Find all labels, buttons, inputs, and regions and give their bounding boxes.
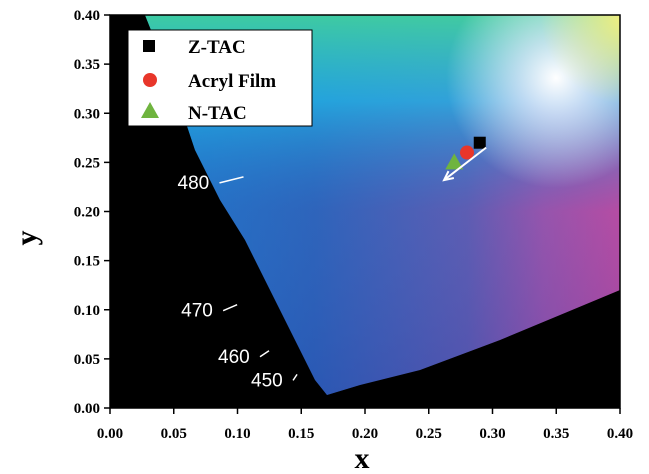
legend-box [127, 29, 313, 127]
y-tick-label-1: 0.05 [74, 352, 100, 368]
x-tick-label-5: 0.25 [416, 426, 442, 442]
y-axis-title: y [10, 231, 43, 246]
wavelength-tick-450 [292, 373, 298, 381]
x-tick-label-4: 0.20 [352, 426, 378, 442]
y-tick-label-4: 0.20 [74, 205, 100, 221]
y-tick-label-5: 0.25 [74, 155, 100, 171]
wavelength-label-480: 480 [178, 173, 210, 194]
x-tick-label-0: 0.00 [97, 426, 123, 442]
marker-acryl-film [460, 145, 474, 160]
x-axis-title: x [355, 442, 370, 474]
legend-label-z-tac: Z-TAC [188, 37, 246, 58]
wavelength-label-460: 460 [218, 347, 250, 368]
shift-arrow-head [442, 170, 455, 182]
legend-marker-acryl-film [143, 73, 157, 87]
y-tick-label-3: 0.15 [74, 254, 100, 270]
x-tick-label-8: 0.40 [607, 426, 633, 442]
y-tick-label-0: 0.00 [74, 401, 100, 417]
x-tick-label-2: 0.10 [224, 426, 250, 442]
wavelength-tick-470 [222, 303, 238, 312]
legend-marker-n-tac [141, 102, 159, 118]
marker-z-tac [473, 136, 486, 149]
x-tick-label-7: 0.35 [543, 426, 569, 442]
legend-label-acryl-film: Acryl Film [188, 71, 276, 92]
legend-marker-z-tac [143, 40, 155, 52]
x-tick-label-3: 0.15 [288, 426, 314, 442]
shift-arrow [443, 146, 487, 181]
y-tick-label-8: 0.40 [74, 8, 100, 24]
y-tick-label-6: 0.30 [74, 106, 100, 122]
wavelength-label-470: 470 [181, 301, 213, 322]
y-tick-label-7: 0.35 [74, 57, 100, 73]
marker-n-tac [445, 153, 464, 170]
wavelength-tick-460 [259, 350, 270, 358]
legend-label-n-tac: N-TAC [188, 103, 247, 124]
wavelength-label-450: 450 [251, 370, 283, 391]
legend: Z-TAC Acryl Film N-TAC [127, 29, 313, 127]
wavelength-tick-480 [219, 176, 244, 184]
x-tick-label-6: 0.30 [479, 426, 505, 442]
y-tick-label-2: 0.10 [74, 303, 100, 319]
x-tick-label-1: 0.05 [161, 426, 187, 442]
